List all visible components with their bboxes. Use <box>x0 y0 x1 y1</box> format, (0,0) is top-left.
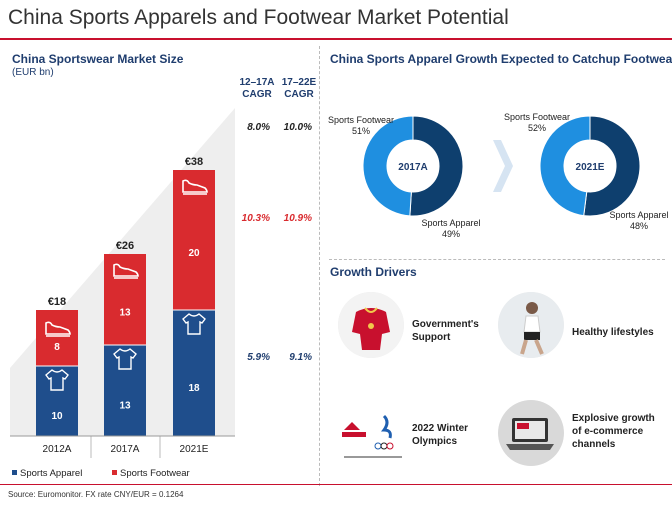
sneaker-icon <box>45 321 71 337</box>
cagr-header-17-22: 17–22E CAGR <box>281 77 317 100</box>
donut1-footwear-label: Sports Footwear 51% <box>326 115 396 137</box>
donut-2021e: 2021E <box>539 115 641 217</box>
tshirt-icon <box>182 313 206 335</box>
label-apparel-2021E: 18 <box>188 383 200 394</box>
donut2-footwear-name: Sports Footwear <box>503 112 571 122</box>
donut2-apparel-label: Sports Apparel 48% <box>606 210 672 232</box>
cagr-header-12-17: 12–17A CAGR <box>239 77 275 100</box>
bar-apparel-2021E <box>173 310 215 436</box>
driver-healthy-lifestyles: Healthy lifestyles <box>572 327 654 338</box>
label-apparel-2012A: 10 <box>51 411 63 422</box>
bar-footwear-2021E <box>173 170 215 310</box>
slice-sports-apparel <box>362 115 414 217</box>
label-footwear-2017A: 13 <box>119 308 131 319</box>
slice-sports-footwear <box>583 115 641 217</box>
donut2-apparel-pct: 48% <box>629 221 648 231</box>
panel-divider <box>319 46 321 486</box>
growth-title: China Sports Apparel Growth Expected to … <box>330 52 672 66</box>
source-footnote: Source: Euromonitor. FX rate CNY/EUR = 0… <box>8 490 184 499</box>
page-title: China Sports Apparels and Footwear Marke… <box>8 6 509 29</box>
driver-government-support: Government's Support <box>412 319 479 343</box>
cagr-footwear-17-22: 10.9% <box>283 213 312 224</box>
legend-apparel-label: Sports Apparel <box>20 468 82 479</box>
bar-apparel-2017A <box>104 345 146 436</box>
footer-rule <box>0 484 672 485</box>
driver-winter-olympics: 2022 Winter Olympics <box>412 423 469 447</box>
market-size-unit: (EUR bn) <box>12 67 54 78</box>
tshirt-icon <box>113 348 137 370</box>
x-tick-2021E: 2021E <box>180 444 209 455</box>
olympics-logo-icon <box>340 412 406 464</box>
driver-ecommerce: Explosive growth of e-commerce channels <box>572 413 655 450</box>
donut1-apparel-label: Sports Apparel 49% <box>414 218 488 240</box>
label-footwear-2021E: 20 <box>188 248 200 259</box>
cagr-total-17-22: 10.0% <box>283 122 312 133</box>
tshirt-icon <box>45 369 69 391</box>
label-total-2021E: €38 <box>185 156 203 168</box>
title-underline <box>0 38 672 40</box>
bar-footwear-2012A <box>36 310 78 366</box>
bar-apparel-2012A <box>36 366 78 436</box>
laptop-icon <box>498 400 564 466</box>
section-rule <box>329 259 665 260</box>
cagr-total-12-17: 8.0% <box>247 122 270 133</box>
donut-center-label: 2021E <box>576 162 605 173</box>
sneaker-icon <box>182 179 208 195</box>
slice-sports-apparel <box>539 115 591 217</box>
cagr-apparel-17-22: 9.1% <box>289 352 312 363</box>
donut1-apparel-name: Sports Apparel <box>421 218 481 228</box>
athlete-uniform-icon <box>338 292 404 358</box>
legend-footwear-label: Sports Footwear <box>120 468 190 479</box>
donut1-apparel-pct: 49% <box>441 229 460 239</box>
x-tick-2017A: 2017A <box>111 444 140 455</box>
label-apparel-2017A: 13 <box>119 401 131 412</box>
label-total-2012A: €18 <box>48 296 66 308</box>
x-tick-2012A: 2012A <box>43 444 72 455</box>
market-size-title: China Sportswear Market Size <box>12 52 184 66</box>
cagr-footwear-12-17: 10.3% <box>241 213 270 224</box>
label-total-2017A: €26 <box>116 240 134 252</box>
donut2-apparel-name: Sports Apparel <box>609 210 669 220</box>
legend-footwear-swatch <box>112 470 117 475</box>
donut-2017a: 2017A <box>362 115 464 217</box>
runner-icon <box>498 292 564 358</box>
slice-sports-footwear <box>409 115 464 217</box>
cagr-apparel-12-17: 5.9% <box>247 352 270 363</box>
donut-arrow <box>493 140 513 192</box>
bar-footwear-2017A <box>104 254 146 345</box>
donut2-footwear-pct: 52% <box>527 123 546 133</box>
sneaker-icon <box>113 263 139 279</box>
donut1-footwear-name: Sports Footwear <box>327 115 395 125</box>
donut1-footwear-pct: 51% <box>351 126 370 136</box>
donut2-footwear-label: Sports Footwear 52% <box>500 112 574 134</box>
market-size-bar-chart: 10 8 €18 2012A 13 13 €26 2017A 18 20 €38 2021E Spor… <box>10 108 235 479</box>
donut-center-label: 2017A <box>398 162 427 173</box>
growth-drivers-title: Growth Drivers <box>330 265 417 279</box>
donut-charts: 2017A 2021E <box>362 115 641 217</box>
legend-apparel-swatch <box>12 470 17 475</box>
label-footwear-2012A: 8 <box>54 342 60 353</box>
